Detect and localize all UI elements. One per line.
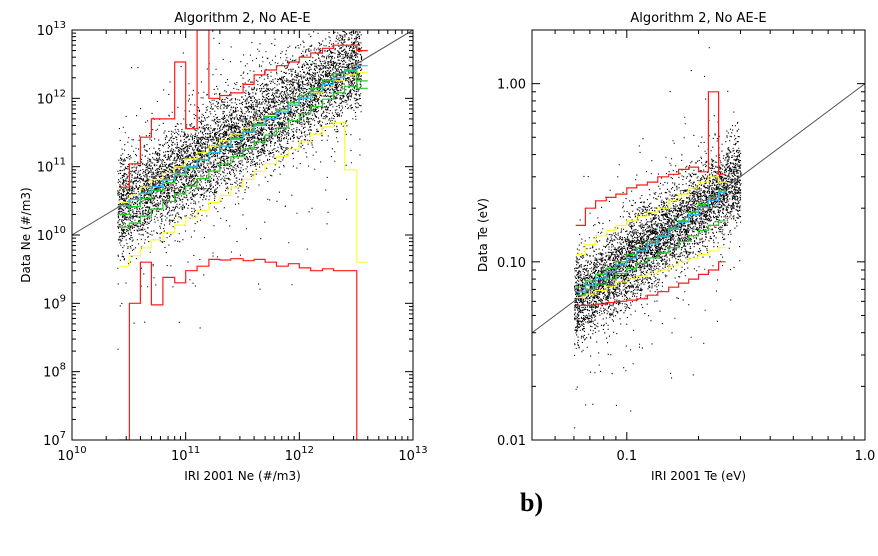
x-tick-label: 1010 (57, 445, 86, 464)
scatter-points (117, 30, 363, 350)
plot-area (72, 30, 413, 440)
tick-exponent: 11 (53, 157, 66, 168)
step-series-red (119, 30, 368, 188)
tick-exponent: 7 (60, 430, 66, 441)
axes: 1010 1011 1012 1013107108109101010111012101… (37, 20, 428, 464)
tick-exponent: 8 (60, 362, 66, 373)
y-tick-label: 1013 (37, 20, 66, 39)
axes: 0.1 1.0 0.01 0.10 1.00 (497, 30, 875, 464)
x-tick-label: 1011 (171, 445, 200, 464)
scatter-point (117, 30, 363, 350)
step-series-yellow (119, 122, 368, 267)
step-series-red (119, 258, 368, 440)
tick-exponent: 10 (53, 225, 66, 236)
tick-exponent: 11 (188, 445, 201, 456)
tick-exponent: 13 (53, 20, 66, 31)
y-axis-label: Data Te (eV) (476, 198, 490, 272)
tick-exponent: 13 (415, 445, 428, 456)
step-series-red (575, 261, 726, 306)
step-series-yellow (575, 176, 726, 255)
x-axis-label: IRI 2001 Te (eV) (651, 469, 746, 483)
x-tick-label: 1013 (398, 445, 427, 464)
step-series-yellow (575, 247, 726, 299)
step-series-red (575, 91, 726, 226)
step-series-cyan (119, 65, 368, 207)
y-tick-label: 1010 (37, 225, 66, 244)
chart-title: Algorithm 2, No AE-E (630, 11, 766, 26)
step-series-green (119, 80, 368, 228)
step-series-green (575, 190, 726, 288)
y-tick-label: 0.01 (497, 434, 526, 449)
x-tick-label: 1012 (285, 445, 314, 464)
scatter-points (574, 47, 742, 429)
chart-title: Algorithm 2, No AE-E (174, 11, 310, 26)
y-axis-label: Data Ne (#/m3) (19, 187, 33, 282)
y-tick-label: 0.10 (497, 256, 526, 271)
step-series-cyan (575, 191, 726, 293)
y-tick-label: 1011 (37, 157, 66, 176)
step-series-green (575, 220, 726, 296)
panel-label: b) (520, 488, 544, 517)
y-tick-label: 107 (43, 430, 66, 449)
plot-area (532, 47, 865, 429)
tick-exponent: 12 (53, 88, 66, 99)
y-tick-label: 1012 (37, 88, 66, 107)
tick-exponent: 12 (301, 445, 314, 456)
x-tick-label: 1.0 (855, 449, 876, 464)
ne-scatter-panel: 1010 1011 1012 1013107108109101010111012101… (19, 11, 428, 483)
x-axis-label: IRI 2001 Ne (#/m3) (184, 469, 301, 483)
y-tick-label: 1.00 (497, 78, 526, 93)
tick-exponent: 9 (60, 293, 66, 304)
scatter-point (574, 47, 742, 429)
y-tick-label: 109 (43, 293, 66, 312)
te-scatter-panel: 0.1 1.0 0.01 0.10 1.00 Algorithm 2, No AE-E IR… (476, 11, 875, 483)
x-tick-label: 0.1 (616, 449, 637, 464)
tick-exponent: 10 (74, 445, 87, 456)
y-tick-label: 108 (43, 362, 66, 381)
